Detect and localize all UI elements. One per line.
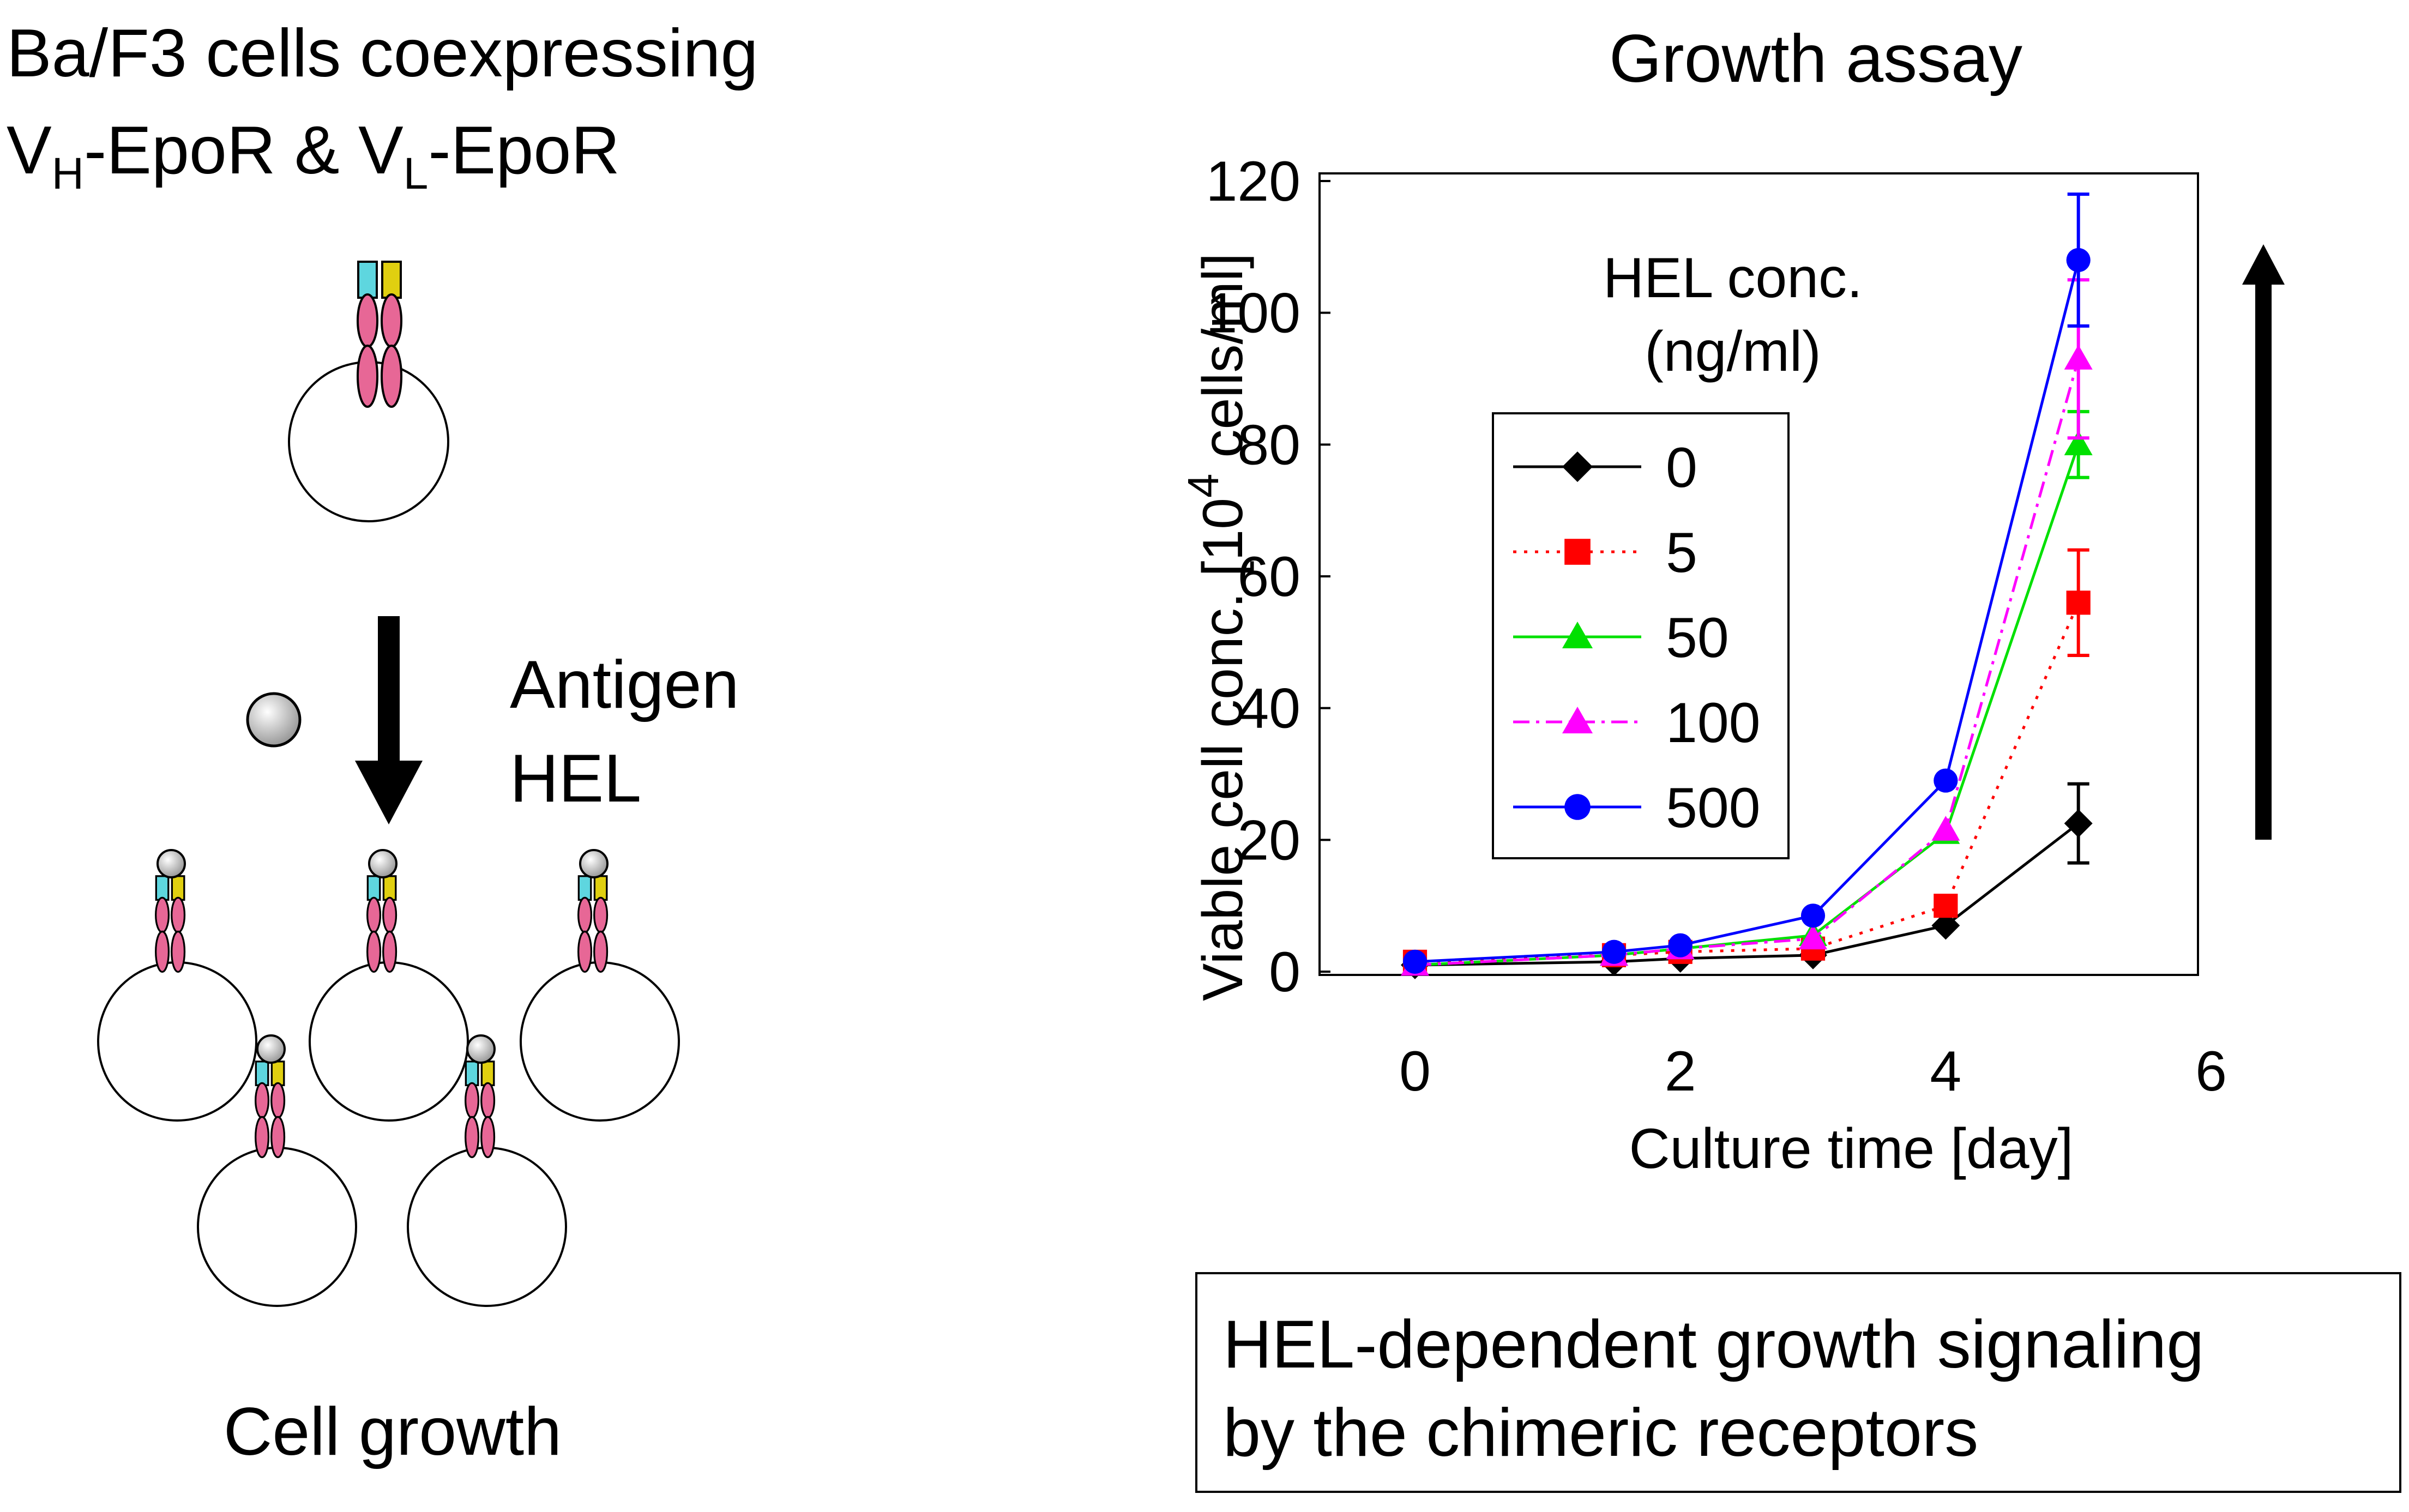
legend-item-500: 500 [1513,776,1761,840]
data-point-square [1564,539,1591,565]
legend-label: 5 [1666,521,1697,585]
legend-item-50: 50 [1513,606,1729,670]
x-axis-label: Culture time [day] [1629,1117,2074,1180]
data-point-triangle [2064,345,2093,370]
x-tick-label: 4 [1930,1040,1961,1103]
summary-line1: HEL-dependent growth signaling [1223,1307,2204,1382]
data-point-square [2066,591,2091,615]
data-point-circle [1668,933,1693,957]
data-point-circle [1934,768,1958,793]
cell-stimulated [98,850,256,1121]
data-point-circle [1564,794,1591,820]
chart-title: Growth assay [1609,21,2022,97]
x-tick-label: 6 [2195,1040,2227,1103]
data-point-triangle [1799,924,1827,950]
antigen-ball-icon [246,692,302,748]
data-point-triangle [1562,707,1593,733]
left-title-line1: Ba/F3 cells coexpressing [7,16,758,91]
legend-title-line1: HEL conc. [1603,246,1863,310]
legend-item-0: 0 [1513,436,1697,499]
data-point-circle [2066,248,2091,273]
y-tick-label: 20 [1237,809,1300,872]
data-point-circle [1402,949,1428,974]
legend-item-5: 5 [1513,521,1697,585]
data-point-triangle [1931,816,1960,841]
x-axis: 0 2 4 6 [1399,1040,2227,1103]
antigen-label: Antigen [510,647,739,722]
series-500 [1402,192,2091,974]
data-point-square [1934,894,1958,918]
legend: 0 5 50 100 500 [1513,436,1761,840]
data-point-circle [1601,939,1627,964]
left-panel: Ba/F3 cells coexpressing VH-EpoR & VL-Ep… [7,16,758,1469]
cell-unstimulated [288,261,449,522]
series-line [1414,822,2080,967]
y-tick-label: 100 [1206,282,1300,345]
legend-label: 0 [1666,436,1697,499]
legend-label: 50 [1666,606,1729,670]
legend-title-line2: (ng/ml) [1645,320,1821,383]
data-point-diamond [1562,451,1593,482]
data-point-triangle [1562,622,1593,648]
plot-area [1318,172,2199,976]
data-point-diamond [1931,911,1960,940]
y-tick-label: 120 [1206,150,1300,213]
y-axis: 0 20 40 60 80 100 120 [1206,150,1330,1004]
x-tick-label: 0 [1399,1040,1431,1103]
data-point-circle [1800,903,1826,928]
legend-label: 100 [1666,691,1761,755]
cell-growth-label: Cell growth [224,1394,562,1469]
y-tick-label: 40 [1237,677,1300,740]
x-tick-label: 2 [1665,1040,1696,1103]
cell-stimulated [310,850,468,1121]
data-point-diamond [2064,809,2093,838]
cell-stimulated [521,850,679,1121]
summary-box: HEL-dependent growth signaling by the ch… [1195,1272,2401,1493]
legend-item-100: 100 [1513,691,1761,755]
hel-label: HEL [510,741,641,816]
y-tick-label: 80 [1237,413,1300,477]
series-line [1414,358,2080,967]
y-tick-label: 0 [1269,941,1300,1004]
left-title-line2: VH-EpoR & VL-EpoR [7,113,620,198]
legend-label: 500 [1666,776,1761,840]
growth-chart: Growth assay 0 20 40 60 80 100 120 0 2 4 6 Viable… [1179,21,2285,1180]
stimulation-arrow-icon [355,616,423,824]
series-layer [1401,192,2093,979]
increase-arrow-icon [2242,244,2285,840]
y-axis-label: Viable cell conc. [104 cells/ml] [1179,253,1255,1001]
y-tick-label: 60 [1237,545,1300,609]
summary-line2: by the chimeric receptors [1223,1395,1978,1471]
series-line [1414,260,2080,963]
data-point-triangle [2064,430,2093,455]
